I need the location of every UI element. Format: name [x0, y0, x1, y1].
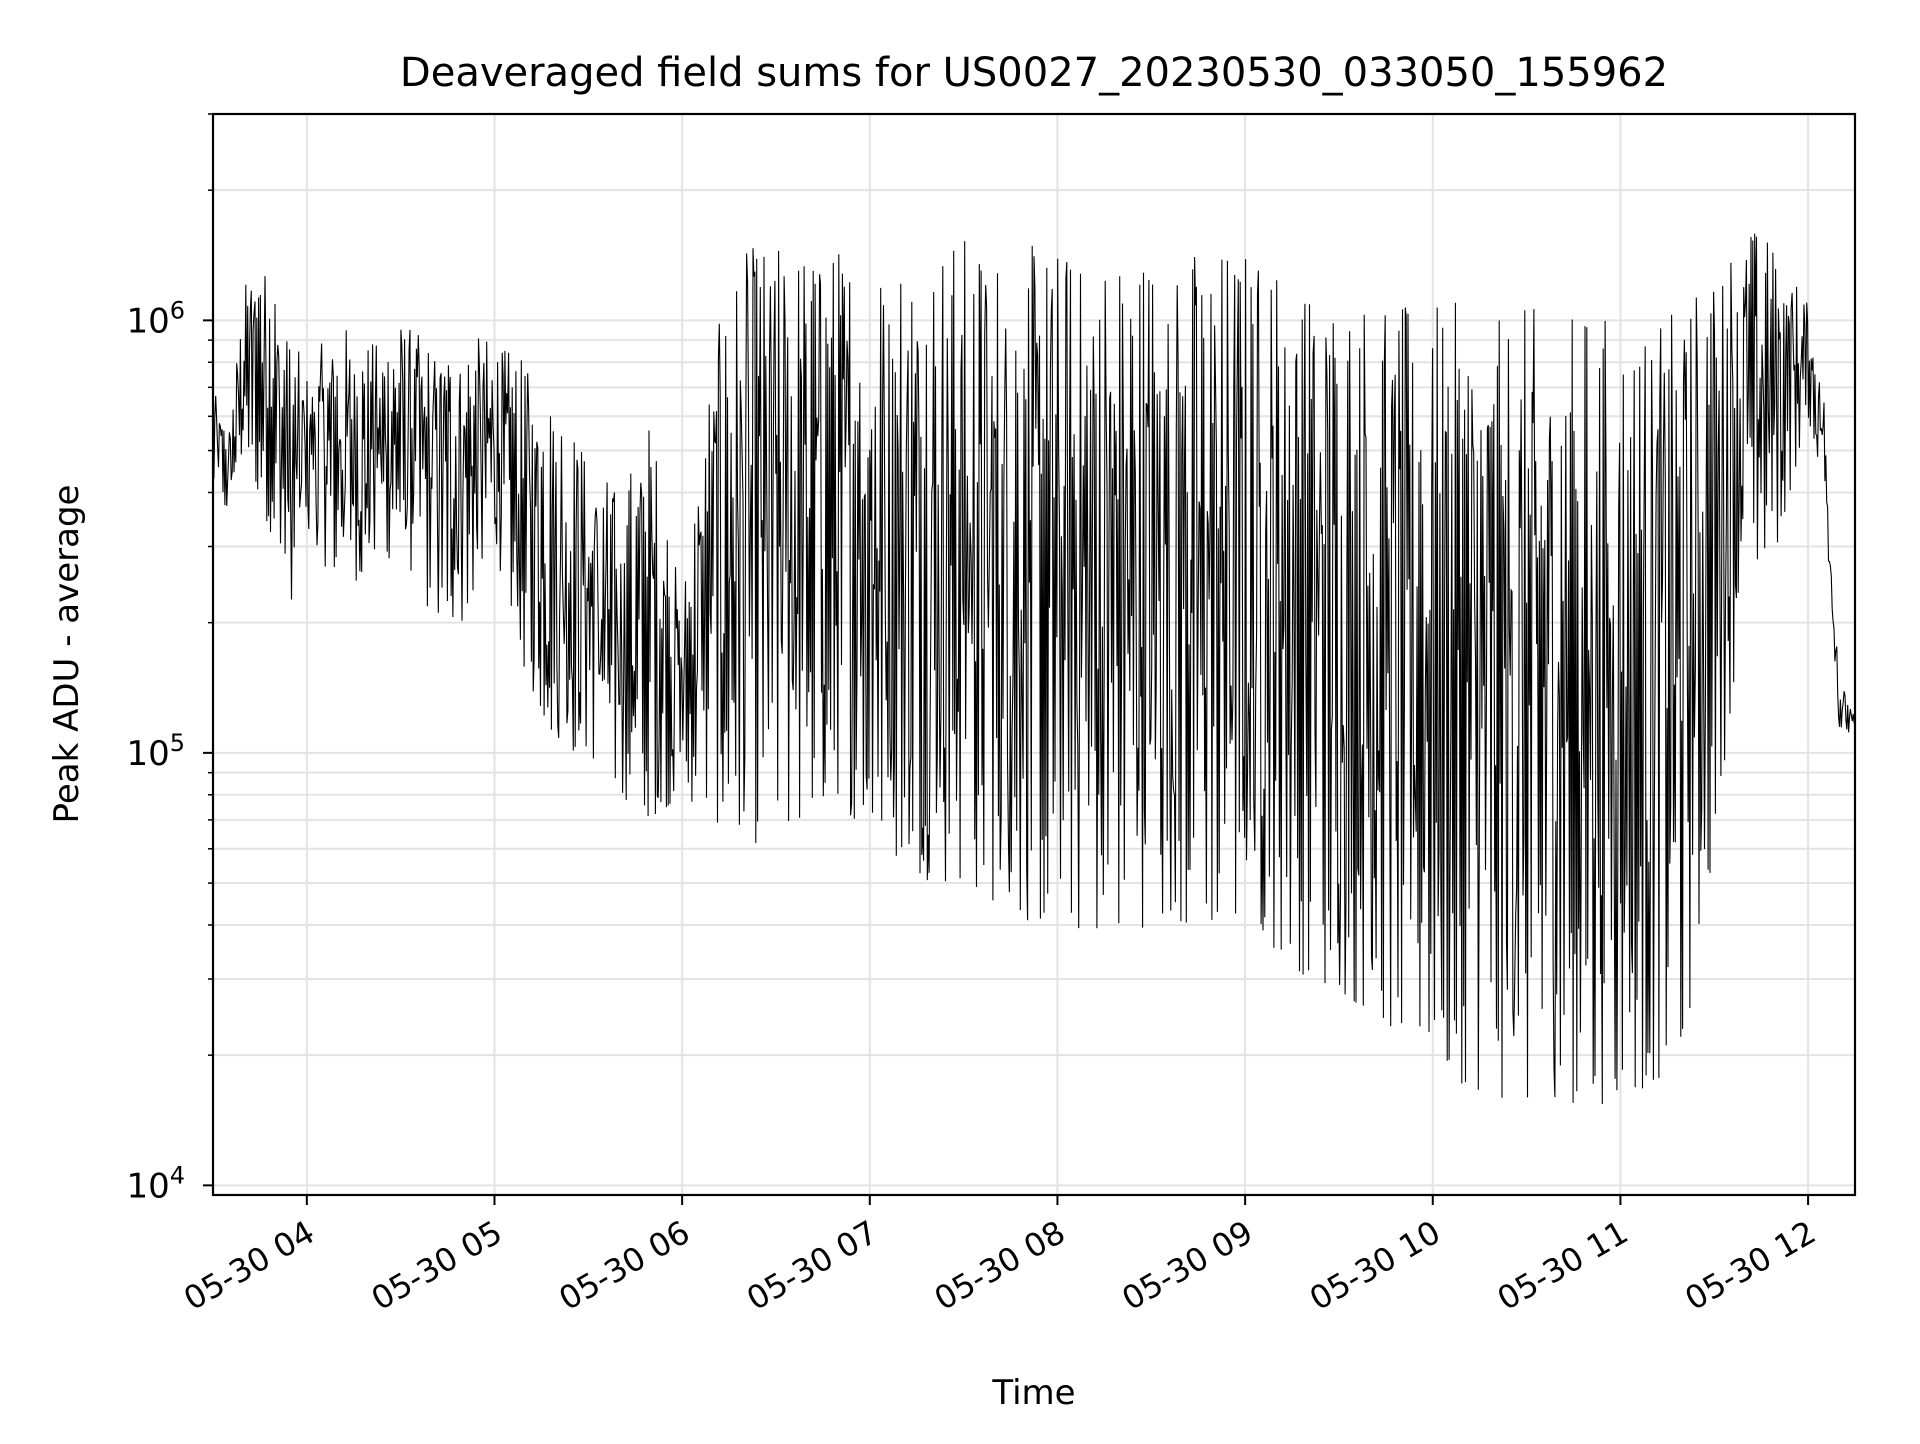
chart-title: Deaveraged field sums for US0027_2023053… [400, 50, 1668, 96]
y-axis-label: Peak ADU - average [47, 485, 87, 824]
y-tick-label: 105 [126, 729, 185, 774]
axes-frame [211, 112, 1857, 1197]
x-axis-label: Time [991, 1373, 1075, 1413]
grid-lines [213, 113, 1855, 1195]
series-layer [212, 233, 1856, 1105]
y-tick-label: 104 [126, 1161, 185, 1206]
series-line-0 [212, 233, 1856, 1105]
y-tick-label: 106 [126, 296, 185, 341]
